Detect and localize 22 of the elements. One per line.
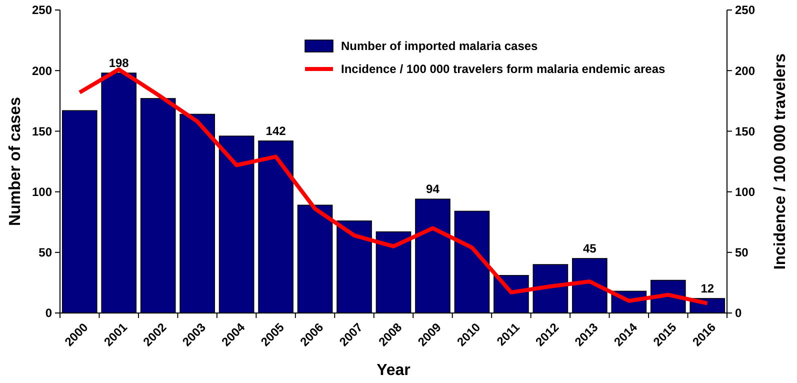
y2-tick-label: 150: [735, 124, 756, 138]
y-tick-label: 50: [38, 246, 52, 260]
data-label: 12: [700, 281, 714, 296]
data-label: 142: [266, 124, 286, 138]
y2-tick-label: 100: [735, 185, 756, 199]
y-tick-label: 100: [32, 185, 52, 199]
data-label: 198: [108, 56, 130, 70]
y-tick-label: 250: [32, 3, 52, 18]
y2-tick-label: 250: [735, 3, 756, 18]
y2-tick-label: 50: [735, 246, 749, 260]
legend-label: Incidence / 100 000 travelers form malaria endemic areas: [341, 62, 666, 76]
y2-tick-label: 200: [735, 64, 756, 78]
legend-label: Number of imported malaria cases: [341, 39, 538, 54]
y2-axis-title: Incidence / 100 000 travelers: [772, 53, 789, 270]
data-label: 94: [426, 182, 440, 196]
y-tick-label: 0: [45, 306, 52, 320]
x-axis-title: Year: [376, 362, 410, 379]
y2-tick-label: 0: [735, 306, 742, 320]
data-label: 45: [582, 241, 597, 256]
y-tick-label: 150: [32, 124, 52, 138]
y-tick-label: 200: [32, 64, 52, 78]
y-axis-title: Number of cases: [7, 96, 24, 226]
